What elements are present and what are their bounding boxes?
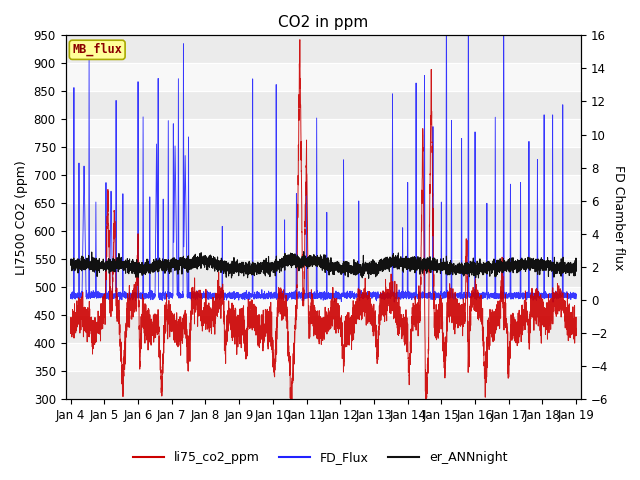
Bar: [65, 91, 581, 119]
Title: CO2 in ppm: CO2 in ppm: [278, 15, 369, 30]
Bar: [65, 63, 581, 91]
Bar: [65, 343, 581, 371]
Bar: [65, 231, 581, 259]
Bar: [65, 287, 581, 315]
Text: MB_flux: MB_flux: [72, 43, 122, 57]
Bar: [65, 119, 581, 147]
Bar: [65, 203, 581, 231]
Y-axis label: LI7500 CO2 (ppm): LI7500 CO2 (ppm): [15, 160, 28, 275]
Y-axis label: FD Chamber flux: FD Chamber flux: [612, 165, 625, 270]
Bar: [65, 147, 581, 175]
Legend: li75_co2_ppm, FD_Flux, er_ANNnight: li75_co2_ppm, FD_Flux, er_ANNnight: [128, 446, 512, 469]
Bar: [65, 259, 581, 287]
Bar: [65, 175, 581, 203]
Bar: [65, 315, 581, 343]
Bar: [65, 371, 581, 399]
Bar: [65, 36, 581, 63]
